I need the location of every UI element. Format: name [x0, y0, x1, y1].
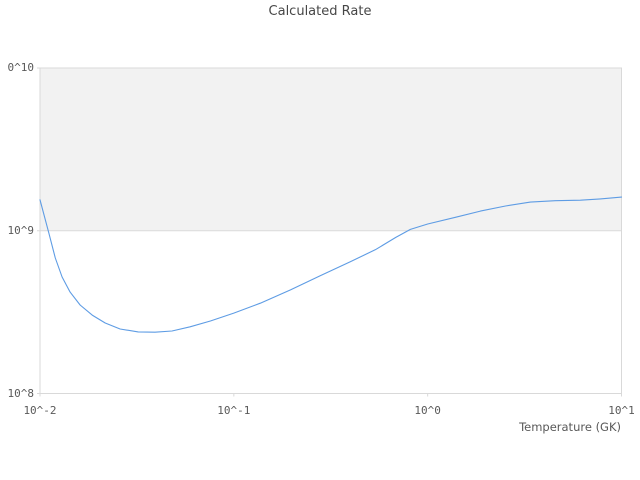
x-tick-label-1e-2: 10^-2 — [23, 404, 57, 417]
y-tick-label-1e9: 10^9 — [7, 223, 35, 237]
axis-ticks — [37, 67, 622, 397]
x-tick-label-1e0: 10^0 — [414, 404, 441, 417]
x-tick-label-1e1: 10^1 — [608, 404, 635, 417]
rate-curve — [39, 196, 623, 333]
decade-band — [40, 68, 622, 231]
x-axis-label: Temperature (GK) — [519, 420, 621, 434]
chart-title: Calculated Rate — [268, 4, 372, 19]
y-tick-label-1e10: 0^10 — [7, 61, 35, 74]
x-tick-label-1e-1: 10^-1 — [217, 404, 251, 417]
y-tick-label-1e8: 10^8 — [7, 386, 35, 400]
